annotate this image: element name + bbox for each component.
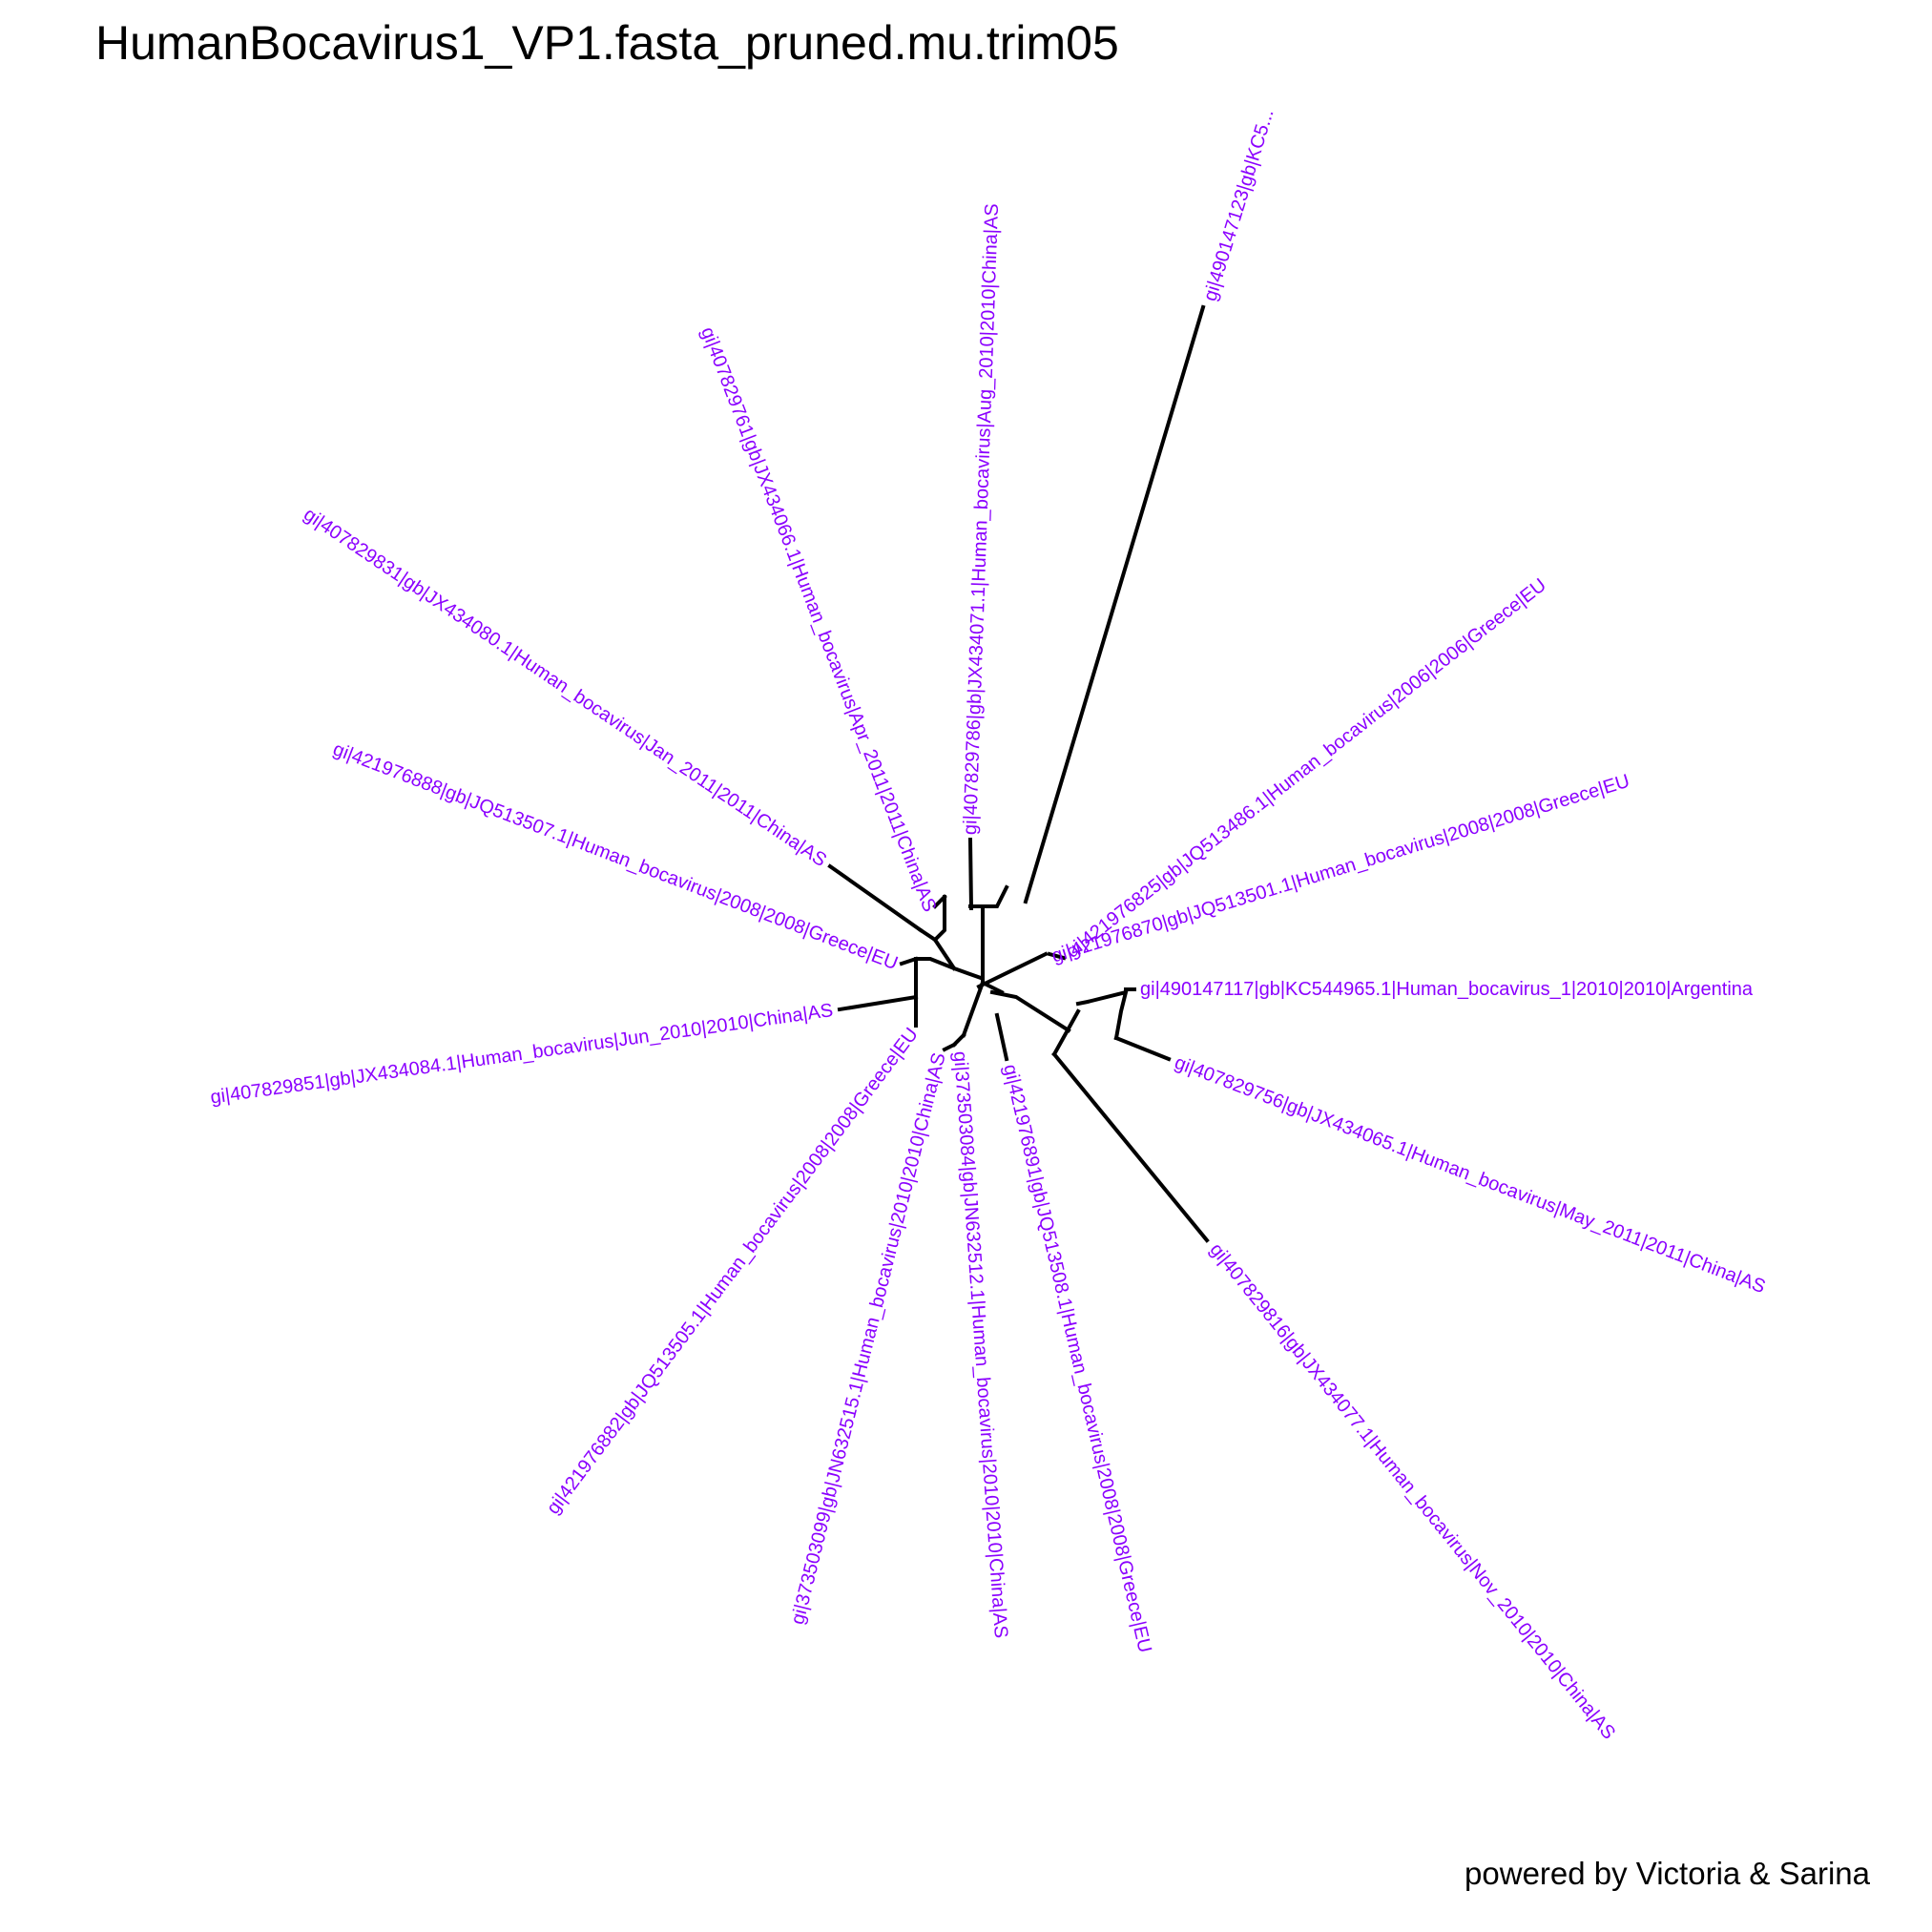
tip-label: gi|421976870|gb|JQ513501.1|Human_bocavir… (1049, 771, 1632, 967)
tip-label: gi|373503084|gb|JN632512.1|Human_bocavir… (949, 1050, 1011, 1639)
tip-branch (1051, 1051, 1210, 1243)
tip-label: gi|490147123|gb|KC5... (1199, 107, 1278, 303)
credit-text: powered by Victoria & Sarina (1465, 1856, 1871, 1891)
tip-label: gi|421976825|gb|JQ513486.1|Human_bocavir… (1062, 574, 1550, 962)
tip-label: gi|407829831|gb|JX434080.1|Human_bocavir… (300, 504, 830, 871)
tip-branch (1047, 951, 1067, 961)
tip-branch (837, 994, 919, 1012)
tip-label: gi|407829786|gb|JX434071.1|Human_bocavir… (960, 203, 1003, 835)
tip-label: gi|407829816|gb|JX434077.1|Human_bocavir… (1205, 1239, 1619, 1743)
tip-label: gi|407829756|gb|JX434065.1|Human_bocavir… (1172, 1052, 1768, 1298)
tip-branch (1023, 304, 1206, 904)
tip-branch (827, 863, 924, 933)
tip-branch (967, 837, 974, 911)
tip-branch (899, 956, 919, 966)
internal-branch (989, 989, 1071, 1033)
internal-branch (961, 980, 986, 1038)
internal-branch (1075, 989, 1129, 1041)
internal-branch (932, 895, 946, 943)
tip-label: gi|421976882|gb|JQ513505.1|Human_bocavir… (543, 1024, 923, 1518)
tip-branch (951, 1032, 966, 1048)
tip-label: gi|490147117|gb|KC544965.1|Human_bocavir… (1140, 979, 1754, 1000)
tip-branch (942, 1042, 957, 1052)
tip-label: gi|373503099|gb|JN632515.1|Human_bocavir… (787, 1050, 949, 1626)
tree-branches (827, 304, 1210, 1243)
tip-branch (1113, 1035, 1172, 1062)
tip-branch (994, 1012, 1009, 1062)
tip-label: gi|407829761|gb|JX434066.1|Human_bocavir… (696, 324, 940, 915)
internal-branch (968, 884, 1009, 908)
internal-branch (980, 980, 1005, 995)
internal-branch (914, 957, 984, 999)
internal-branch (1051, 1008, 1081, 1057)
tip-label: gi|407829851|gb|JX434084.1|Human_bocavir… (209, 1000, 834, 1108)
tip-labels: gi|490147123|gb|KC5... gi|421976825|gb|JQ… (209, 107, 1768, 1744)
tip-branch (976, 951, 1049, 989)
figure-title: HumanBocavirus1_VP1.fasta_pruned.mu.trim… (95, 16, 1119, 70)
